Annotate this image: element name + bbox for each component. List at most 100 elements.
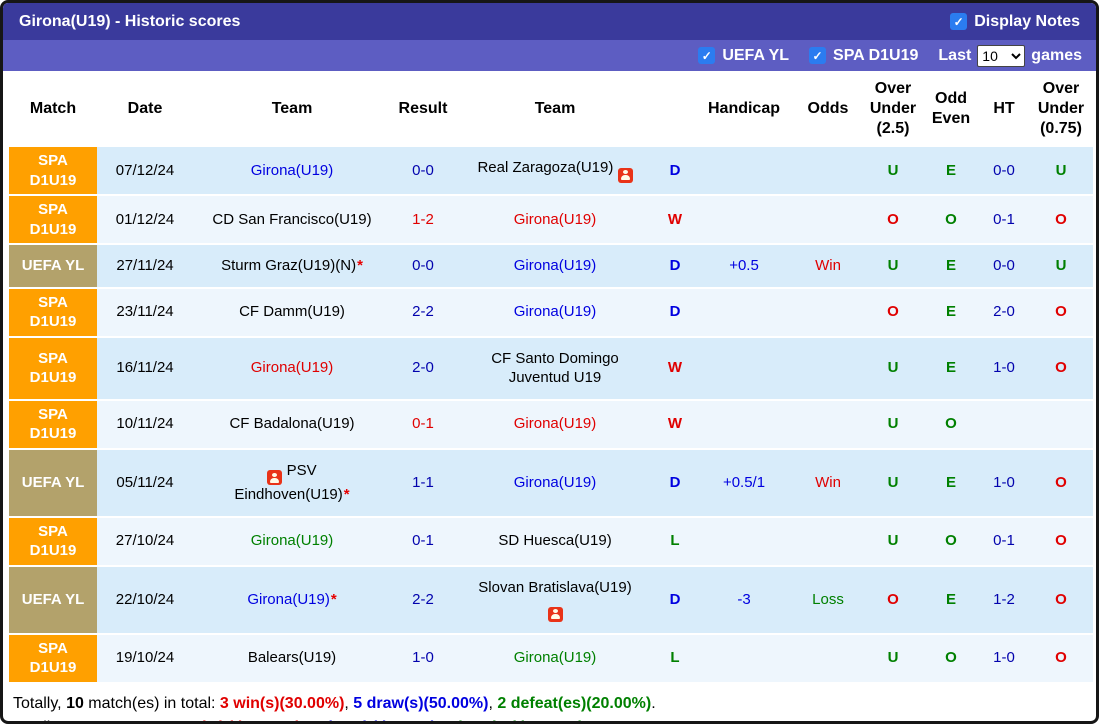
team-link[interactable]: Girona(U19) [250, 532, 334, 550]
team-link[interactable]: CF Damm(U19) [239, 303, 345, 321]
last-games-control: Last 10 games [938, 44, 1082, 67]
odd-even-cell: O [923, 633, 979, 684]
team-link[interactable]: Girona(U19) [513, 473, 597, 491]
result-cell: 0-0 [391, 147, 455, 196]
away-team-cell: SD Huesca(U19) [455, 516, 655, 567]
display-notes-toggle: Display Notes [950, 13, 1080, 31]
home-team-cell: Girona(U19) [193, 516, 391, 567]
team-link[interactable]: SD Huesca(U19) [498, 532, 612, 550]
team-link[interactable]: Girona(U19) [247, 590, 330, 608]
wdl-cell: D [655, 565, 695, 635]
league-badge: SPA D1U19 [9, 195, 97, 245]
team-link[interactable]: Girona(U19) [250, 161, 334, 179]
over-under-25-cell: U [863, 336, 923, 401]
column-header: Over Under (2.5) [863, 71, 923, 147]
wdl-cell: L [655, 633, 695, 684]
team-link[interactable]: Sturm Graz(U19)(N) [221, 257, 357, 274]
date-cell: 16/11/24 [97, 336, 193, 401]
odd-even-cell: E [923, 336, 979, 401]
league-badge: UEFA YL [9, 244, 97, 289]
over-under-25-cell: O [863, 565, 923, 635]
team-link[interactable]: CF Santo Domingo Juventud U19 [491, 349, 619, 387]
team-link[interactable]: CD San Francisco(U19) [212, 210, 372, 228]
ht-cell: 1-0 [979, 336, 1029, 401]
over-under-25-cell: O [863, 195, 923, 245]
over-under-25-cell: O [863, 287, 923, 338]
home-team-cell: Girona(U19) [193, 147, 391, 196]
date-cell: 27/10/24 [97, 516, 193, 567]
over-under-25-cell: U [863, 516, 923, 567]
over-under-075-cell: U [1029, 244, 1093, 289]
wdl-cell: L [655, 516, 695, 567]
summary-segment: , [436, 719, 445, 722]
column-header: Result [391, 71, 455, 147]
result-cell: 0-1 [391, 516, 455, 567]
match-row: SPA D1U19 19/10/24 Balears(U19) 1-0 Girona(U… [9, 633, 1093, 684]
team-link[interactable]: Girona(U19) [513, 303, 597, 321]
over-under-075-cell: O [1029, 195, 1093, 245]
summary-segment: 1 loss(es)(33.33%) [445, 719, 584, 722]
date-cell: 19/10/24 [97, 633, 193, 684]
odd-even-cell: E [923, 448, 979, 518]
league-badge: UEFA YL [9, 448, 97, 518]
table-header-row: Match Date Team Result Team Handicap Odds Over … [9, 71, 1093, 147]
result-cell: 0-1 [391, 399, 455, 450]
team-link[interactable]: Girona(U19) [513, 649, 597, 667]
over-under-075-cell: O [1029, 565, 1093, 635]
team-link[interactable]: Real Zaragoza(U19) [477, 159, 614, 177]
team-link[interactable]: Girona(U19) [513, 257, 597, 274]
away-team-cell: Girona(U19) [455, 399, 655, 450]
match-row: UEFA YL 05/11/24 PSV Eindhoven(U19)* 1-1 Gi… [9, 448, 1093, 518]
odd-even-cell: E [923, 244, 979, 289]
wdl-cell: D [655, 287, 695, 338]
team-link[interactable]: Girona(U19) [250, 359, 334, 377]
summary-segment: 2 defeat(es)(20.00%) [497, 694, 652, 712]
over-under-075-cell [1029, 399, 1093, 450]
over-under-075-cell: O [1029, 287, 1093, 338]
column-header: Team [193, 71, 391, 147]
ht-cell: 2-0 [979, 287, 1029, 338]
last-games-select[interactable]: 10 [977, 44, 1026, 67]
summary-segment: games open: [75, 719, 176, 722]
note-star: * [357, 257, 363, 274]
league-badge: SPA D1U19 [9, 287, 97, 338]
handicap-cell [695, 399, 793, 450]
home-team-cell: CD San Francisco(U19) [193, 195, 391, 245]
summary-line: Totally, 10 match(es) in total: 3 win(s)… [13, 695, 1086, 713]
spa-d1u19-filter: SPA D1U19 [809, 47, 918, 65]
summary-segment: , [301, 719, 310, 722]
odd-even-cell: E [923, 147, 979, 196]
display-notes-checkbox[interactable] [950, 13, 968, 30]
home-team-cell: Balears(U19) [193, 633, 391, 684]
handicap-cell [695, 633, 793, 684]
column-header: Team [455, 71, 655, 147]
team-link[interactable]: PSV Eindhoven(U19) [234, 461, 343, 504]
odds-cell [793, 633, 863, 684]
summary-segment: 3 win(s)(30.00%) [219, 694, 345, 712]
display-notes-label: Display Notes [974, 12, 1080, 30]
team-link[interactable]: Girona(U19) [513, 210, 597, 228]
uefa-yl-checkbox[interactable] [698, 47, 716, 64]
result-cell: 1-2 [391, 195, 455, 245]
league-badge: UEFA YL [9, 565, 97, 635]
spa-d1u19-label: SPA D1U19 [833, 46, 919, 64]
summary-segment: 2 win(s)(66.67%) [176, 719, 300, 722]
date-cell: 05/11/24 [97, 448, 193, 518]
title-bar: Girona(U19) - Historic scores Display No… [3, 3, 1096, 40]
team-link[interactable]: Slovan Bratislava(U19) [478, 578, 632, 596]
team-link[interactable]: Balears(U19) [247, 649, 337, 667]
team-link[interactable]: CF Badalona(U19) [229, 415, 355, 433]
red-card-icon [267, 470, 283, 485]
team-link[interactable]: Girona(U19) [513, 415, 597, 433]
summary-segment: . [651, 694, 656, 712]
away-team-cell: Girona(U19) [455, 244, 655, 289]
result-cell: 1-0 [391, 633, 455, 684]
result-cell: 2-2 [391, 565, 455, 635]
league-badge: SPA D1U19 [9, 147, 97, 196]
spa-d1u19-checkbox[interactable] [809, 47, 827, 64]
result-cell: 0-0 [391, 244, 455, 289]
away-team-cell: Real Zaragoza(U19) [455, 147, 655, 196]
summary-segment: match(es) in total: [83, 694, 220, 712]
odds-cell [793, 399, 863, 450]
